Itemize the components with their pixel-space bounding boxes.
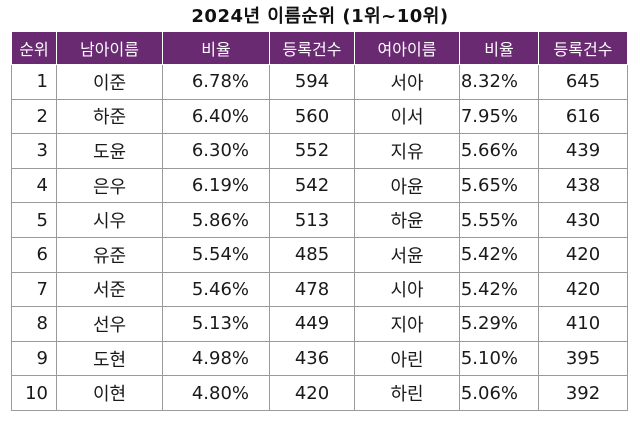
cell-male-ratio: 4.80% [162,375,270,411]
cell-male-ratio: 6.78% [162,64,270,100]
cell-male-name: 이준 [56,64,163,100]
cell-female-ratio: 5.65% [459,167,539,204]
cell-female-ratio: 5.55% [459,202,539,238]
cell-female-count: 616 [538,98,628,135]
cell-male-ratio: 4.98% [162,340,270,377]
table-row: 4 은우 6.19% 542 아윤 5.65% 438 [11,167,628,204]
table-row: 6 유준 5.54% 485 서윤 5.42% 420 [11,236,628,273]
cell-female-name: 하린 [354,375,460,411]
cell-female-count: 420 [538,236,628,273]
cell-female-count: 410 [538,306,628,342]
header-male-ratio: 비율 [162,31,270,65]
cell-male-count: 542 [269,167,355,204]
cell-male-ratio: 6.30% [162,133,270,169]
cell-female-name: 서아 [354,64,460,100]
ranking-body: 1 이준 6.78% 594 서아 8.32% 645 2 하준 6.40% 560 이서 7.95% 6… [11,64,628,411]
cell-female-count: 439 [538,133,628,169]
cell-male-count: 478 [269,271,355,308]
cell-rank: 2 [11,98,57,135]
cell-male-ratio: 5.46% [162,271,270,308]
cell-male-count: 485 [269,236,355,273]
cell-female-name: 아린 [354,340,460,377]
page-title: 2024년 이름순위 (1위~10위) [191,6,449,27]
cell-male-name: 이현 [56,375,163,411]
cell-female-ratio: 8.32% [459,64,539,100]
cell-male-name: 서준 [56,271,163,308]
cell-male-count: 513 [269,202,355,238]
cell-male-ratio: 6.19% [162,167,270,204]
cell-female-ratio: 5.42% [459,236,539,273]
cell-female-name: 시아 [354,271,460,308]
cell-female-count: 438 [538,167,628,204]
table-row: 5 시우 5.86% 513 하윤 5.55% 430 [11,202,628,238]
header-rank: 순위 [11,31,57,65]
cell-male-count: 420 [269,375,355,411]
table-header-row: 순위 남아이름 비율 등록건수 여아이름 비율 등록건수 [11,31,628,65]
cell-female-ratio: 5.42% [459,271,539,308]
table-row: 3 도윤 6.30% 552 지유 5.66% 439 [11,133,628,169]
cell-female-ratio: 5.06% [459,375,539,411]
cell-male-count: 560 [269,98,355,135]
cell-male-count: 436 [269,340,355,377]
cell-female-name: 아윤 [354,167,460,204]
cell-rank: 9 [11,340,57,377]
cell-rank: 8 [11,306,57,342]
cell-female-name: 하윤 [354,202,460,238]
cell-male-count: 552 [269,133,355,169]
cell-female-name: 이서 [354,98,460,135]
cell-male-name: 유준 [56,236,163,273]
header-female-ratio: 비율 [459,31,539,65]
cell-female-count: 430 [538,202,628,238]
cell-male-count: 594 [269,64,355,100]
cell-male-ratio: 5.54% [162,236,270,273]
header-female-name: 여아이름 [354,31,460,65]
cell-female-count: 395 [538,340,628,377]
cell-female-ratio: 5.10% [459,340,539,377]
cell-male-ratio: 5.86% [162,202,270,238]
table-row: 9 도현 4.98% 436 아린 5.10% 395 [11,340,628,377]
table-row: 1 이준 6.78% 594 서아 8.32% 645 [11,64,628,100]
table-row: 8 선우 5.13% 449 지아 5.29% 410 [11,306,628,342]
cell-rank: 1 [11,64,57,100]
cell-male-name: 도현 [56,340,163,377]
cell-male-ratio: 5.13% [162,306,270,342]
table-row: 10 이현 4.80% 420 하린 5.06% 392 [11,375,628,411]
cell-rank: 4 [11,167,57,204]
cell-female-count: 420 [538,271,628,308]
cell-male-name: 도윤 [56,133,163,169]
table-row: 2 하준 6.40% 560 이서 7.95% 616 [11,98,628,135]
cell-male-name: 하준 [56,98,163,135]
cell-rank: 3 [11,133,57,169]
cell-male-count: 449 [269,306,355,342]
cell-female-ratio: 7.95% [459,98,539,135]
cell-male-name: 선우 [56,306,163,342]
cell-female-ratio: 5.29% [459,306,539,342]
cell-male-name: 은우 [56,167,163,204]
cell-rank: 7 [11,271,57,308]
cell-female-ratio: 5.66% [459,133,539,169]
cell-female-count: 392 [538,375,628,411]
header-male-count: 등록건수 [269,31,355,65]
header-female-count: 등록건수 [538,31,628,65]
cell-female-name: 지아 [354,306,460,342]
cell-rank: 6 [11,236,57,273]
ranking-table: 순위 남아이름 비율 등록건수 여아이름 비율 등록건수 1 이준 6.78% 594… [11,31,628,411]
cell-female-count: 645 [538,64,628,100]
cell-female-name: 지유 [354,133,460,169]
cell-rank: 10 [11,375,57,411]
cell-male-name: 시우 [56,202,163,238]
cell-male-ratio: 6.40% [162,98,270,135]
table-row: 7 서준 5.46% 478 시아 5.42% 420 [11,271,628,308]
header-male-name: 남아이름 [56,31,163,65]
cell-rank: 5 [11,202,57,238]
cell-female-name: 서윤 [354,236,460,273]
